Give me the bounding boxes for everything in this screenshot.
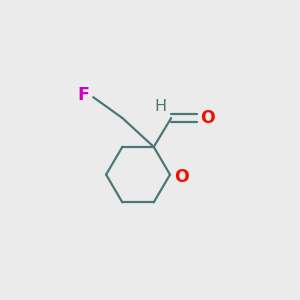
Text: O: O: [174, 168, 189, 186]
Text: H: H: [154, 99, 166, 114]
Text: O: O: [200, 109, 214, 127]
Text: F: F: [77, 86, 89, 104]
